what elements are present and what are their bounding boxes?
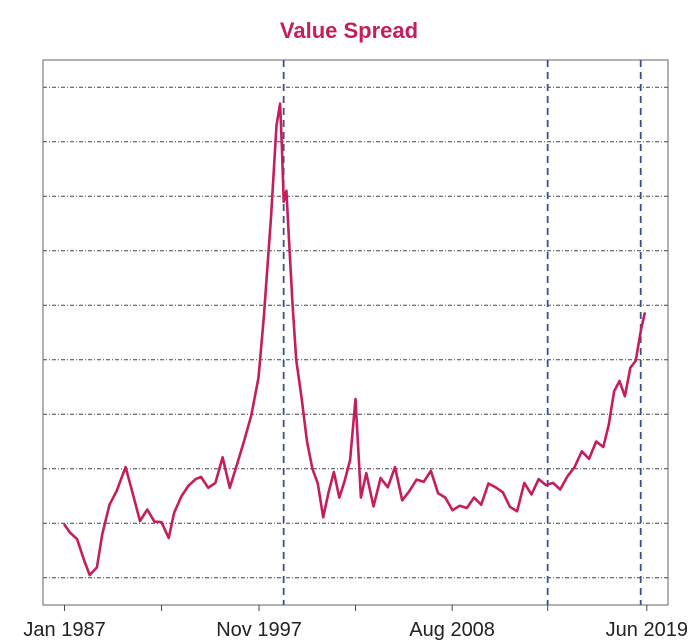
- x-axis: Jan 1987 Nov 1997 Aug 2008 Jun 2019: [23, 605, 688, 640]
- series-group: [63, 102, 647, 577]
- chart-title: Value Spread: [280, 18, 418, 43]
- x-tick-label: Nov 1997: [216, 619, 302, 640]
- series-line: [63, 102, 647, 577]
- x-tick-label: Jun 2019: [606, 619, 688, 640]
- x-tick-label: Aug 2008: [409, 619, 495, 640]
- x-tick-label: Jan 1987: [23, 619, 105, 640]
- vertical-markers: [282, 60, 642, 605]
